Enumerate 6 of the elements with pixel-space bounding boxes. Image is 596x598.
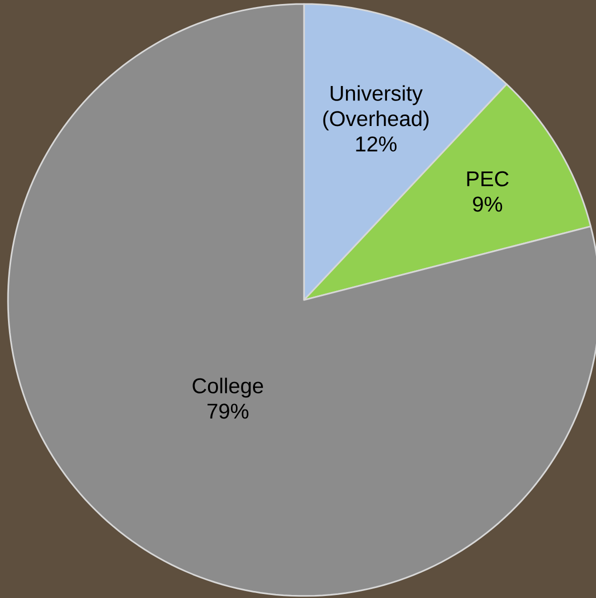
slice-label: University (Overhead) [323,85,429,130]
data-label: 9% [473,196,502,212]
data-label: 79% [208,404,248,419]
slice-label: College [192,378,264,398]
data-label: 12% [356,136,397,152]
slice-label: PEC [467,171,509,186]
